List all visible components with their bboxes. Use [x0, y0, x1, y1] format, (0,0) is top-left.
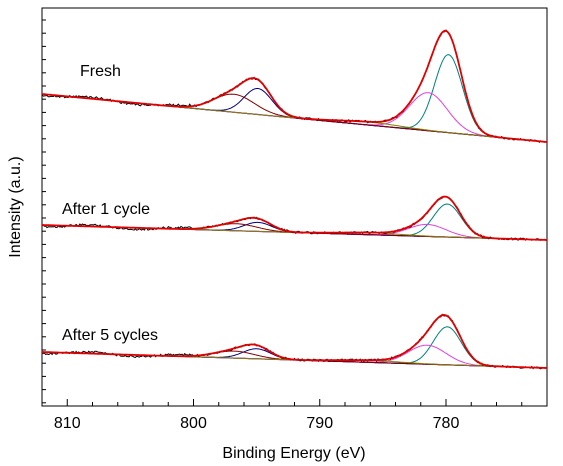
fit-envelope [42, 195, 547, 241]
y-minor-ticks [42, 19, 46, 404]
fit-envelope [42, 313, 547, 369]
x-tick-label: 810 [54, 415, 81, 432]
x-axis-ticks [41, 399, 548, 406]
spectrum-labels: Fresh After 1 cycle After 5 cycles [62, 63, 158, 344]
spectrum-label: After 5 cycles [62, 327, 158, 344]
x-tick-label: 800 [180, 415, 207, 432]
fit-envelope [42, 29, 547, 143]
x-tick-label: 780 [433, 415, 460, 432]
y-axis-label: Intensity (a.u.) [7, 156, 24, 257]
spectrum-label: Fresh [80, 63, 121, 80]
raw-spectrum [42, 29, 547, 144]
x-tick-label: 790 [306, 415, 333, 432]
spectra-curves [42, 29, 547, 370]
x-axis-label: Binding Energy (eV) [222, 445, 365, 462]
spectrum-label: After 1 cycle [62, 201, 150, 218]
x-axis-tick-labels: 810 800 790 780 [54, 415, 460, 432]
